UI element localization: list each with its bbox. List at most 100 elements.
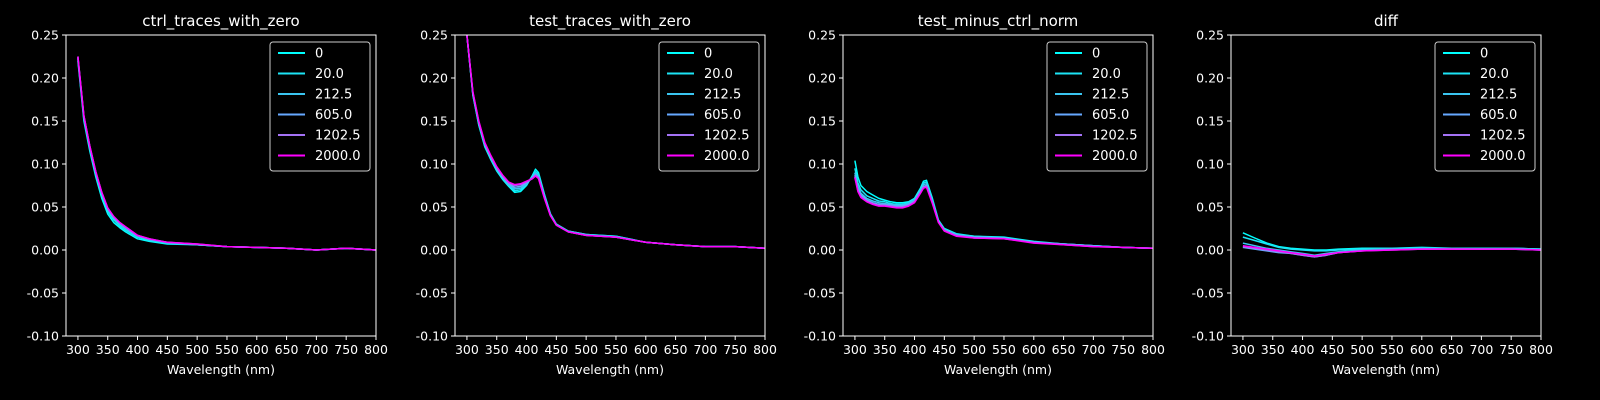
x-tick-label: 400 [515, 342, 539, 357]
y-tick-label: 0.25 [1196, 28, 1224, 43]
legend-label: 2000.0 [315, 149, 361, 164]
y-tick-label: 0.25 [420, 28, 448, 43]
legend-label: 20.0 [1092, 67, 1121, 82]
legend-label: 605.0 [704, 108, 741, 123]
legend-label: 1202.5 [1092, 129, 1138, 144]
series-line-2000.0 [854, 177, 1153, 250]
x-tick-label: 700 [304, 342, 328, 357]
x-tick-label: 400 [903, 342, 927, 357]
x-tick-label: 500 [185, 342, 209, 357]
y-tick-label: 0.15 [808, 114, 836, 129]
legend-label: 20.0 [704, 67, 733, 82]
x-tick-label: 800 [364, 342, 388, 357]
legend-label: 2000.0 [1092, 149, 1138, 164]
legend-label: 605.0 [1092, 108, 1129, 123]
legend-label: 1202.5 [315, 129, 361, 144]
y-tick-label: 0.20 [1196, 71, 1224, 86]
y-tick-label: 0.20 [420, 71, 448, 86]
y-tick-label: -0.10 [1192, 329, 1224, 344]
legend-label: 212.5 [1480, 88, 1517, 103]
x-tick-label: 400 [1291, 342, 1315, 357]
legend-label: 0 [315, 47, 323, 62]
x-tick-label: 650 [664, 342, 688, 357]
x-tick-label: 750 [334, 342, 358, 357]
series-line-2000.0 [1242, 244, 1541, 257]
axes-frame [1230, 34, 1542, 337]
legend-label: 212.5 [1092, 88, 1129, 103]
axes-frame [842, 34, 1154, 337]
x-tick-label: 500 [1350, 342, 1374, 357]
y-tick-label: 0.15 [31, 114, 59, 129]
x-tick-label: 700 [1469, 342, 1493, 357]
legend-label: 20.0 [1480, 67, 1509, 82]
y-tick-label: 0.10 [1196, 157, 1224, 172]
x-tick-label: 600 [634, 342, 658, 357]
legend-label: 212.5 [704, 88, 741, 103]
x-tick-label: 800 [1529, 342, 1553, 357]
legend-label: 605.0 [1480, 108, 1517, 123]
y-tick-label: -0.05 [416, 286, 448, 301]
legend-label: 2000.0 [1480, 149, 1526, 164]
x-tick-label: 300 [1231, 342, 1255, 357]
x-axis-label: Wavelength (nm) [1332, 362, 1440, 377]
legend-label: 0 [704, 47, 712, 62]
series-group [77, 56, 376, 251]
x-tick-label: 500 [962, 342, 986, 357]
series-line-2000.0 [77, 56, 376, 251]
y-tick-label: 0.15 [420, 114, 448, 129]
x-tick-label: 500 [574, 342, 598, 357]
y-tick-label: 0.00 [1196, 243, 1224, 258]
legend-label: 0 [1480, 47, 1488, 62]
chart-panel-4: 300 350 400 450 500 550 600 650 700 750 800 -0.10 -0… [1192, 12, 1553, 377]
x-tick-label: 800 [753, 342, 777, 357]
y-tick-label: -0.05 [804, 286, 836, 301]
y-tick-label: 0.15 [1196, 114, 1224, 129]
chart-title: test_minus_ctrl_norm [918, 12, 1079, 31]
x-tick-label: 350 [873, 342, 897, 357]
x-tick-label: 700 [693, 342, 717, 357]
x-tick-label: 550 [215, 342, 239, 357]
x-tick-label: 450 [155, 342, 179, 357]
y-tick-label: -0.05 [1192, 286, 1224, 301]
x-tick-label: 350 [1261, 342, 1285, 357]
series-group [466, 35, 765, 250]
x-tick-label: 650 [275, 342, 299, 357]
x-tick-label: 550 [604, 342, 628, 357]
y-tick-label: 0.10 [31, 157, 59, 172]
y-tick-label: 0.10 [808, 157, 836, 172]
axes-frame [65, 34, 377, 337]
legend: 0 20.0 212.5 605.0 1202.5 2000.0 [1434, 41, 1536, 172]
series-group [854, 160, 1153, 250]
y-tick-label: 0.00 [31, 243, 59, 258]
y-tick-label: -0.10 [416, 329, 448, 344]
x-tick-label: 600 [1410, 342, 1434, 357]
chart-panel-1: 300 350 400 450 500 550 600 650 700 750 800 -0.10 -0… [27, 12, 388, 377]
x-tick-label: 800 [1141, 342, 1165, 357]
legend-label: 212.5 [315, 88, 352, 103]
x-tick-label: 300 [66, 342, 90, 357]
y-tick-label: 0.05 [808, 200, 836, 215]
x-axis-label: Wavelength (nm) [944, 362, 1052, 377]
x-tick-label: 450 [544, 342, 568, 357]
legend-label: 20.0 [315, 67, 344, 82]
y-tick-label: 0.25 [31, 28, 59, 43]
y-tick-label: 0.20 [31, 71, 59, 86]
legend-label: 0 [1092, 47, 1100, 62]
x-tick-label: 650 [1440, 342, 1464, 357]
x-axis-label: Wavelength (nm) [556, 362, 664, 377]
y-tick-label: -0.10 [804, 329, 836, 344]
x-tick-label: 600 [1022, 342, 1046, 357]
series-group [1242, 232, 1541, 258]
x-tick-label: 350 [96, 342, 120, 357]
legend: 0 20.0 212.5 605.0 1202.5 2000.0 [269, 41, 371, 172]
x-tick-label: 400 [126, 342, 150, 357]
legend-label: 1202.5 [1480, 129, 1526, 144]
legend-label: 605.0 [315, 108, 352, 123]
chart-title: diff [1374, 12, 1399, 30]
chart-title: test_traces_with_zero [529, 12, 691, 31]
x-tick-label: 300 [843, 342, 867, 357]
legend-label: 1202.5 [704, 129, 750, 144]
chart-panel-2: 300 350 400 450 500 550 600 650 700 750 800 -0.10 -0… [416, 12, 777, 377]
